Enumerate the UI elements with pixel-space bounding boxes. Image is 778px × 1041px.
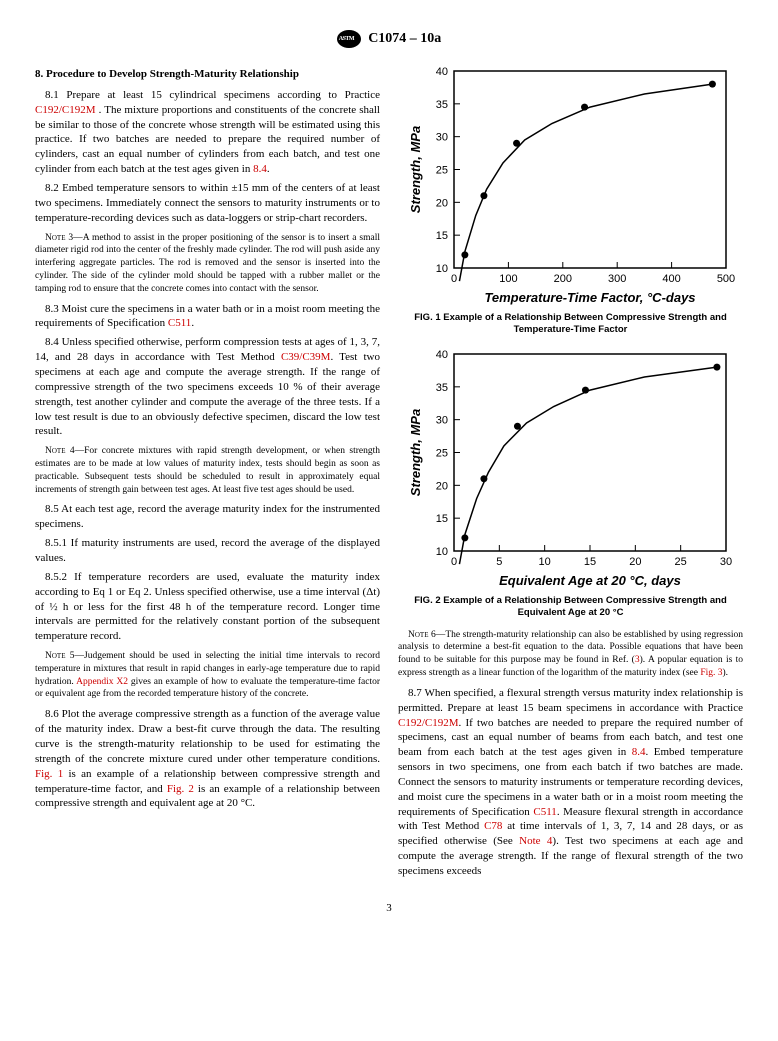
link-c39[interactable]: C39/C39M (281, 351, 331, 363)
svg-text:20: 20 (629, 556, 641, 568)
para-8-5: 8.5 At each test age, record the average… (35, 502, 380, 532)
figure-1: 0 100 200 300 400 500 10 15 20 25 30 35 40 Temperatur… (398, 63, 743, 336)
note-5: Note 5—Judgement should be used in selec… (35, 650, 380, 701)
para-8-5-2: 8.5.2 If temperature recorders are used,… (35, 570, 380, 644)
note-3: Note 3—A method to assist in the proper … (35, 232, 380, 296)
svg-text:15: 15 (435, 513, 447, 525)
svg-text:300: 300 (608, 273, 626, 285)
fig2-chart: 0 5 10 15 20 25 30 10 15 20 25 30 35 40 Equivalent Age… (406, 346, 736, 591)
svg-text:20: 20 (435, 480, 447, 492)
svg-text:500: 500 (716, 273, 734, 285)
page-number: 3 (35, 901, 743, 916)
link-c192-b[interactable]: C192/C192M (398, 717, 459, 729)
figure-2: 0 5 10 15 20 25 30 10 15 20 25 30 35 40 Equivalent Age… (398, 346, 743, 619)
note-4: Note 4—For concrete mixtures with rapid … (35, 445, 380, 496)
designation: C1074 – 10a (368, 31, 441, 46)
svg-text:15: 15 (435, 230, 447, 242)
svg-text:10: 10 (435, 263, 447, 275)
svg-text:25: 25 (435, 165, 447, 177)
svg-text:40: 40 (435, 349, 447, 361)
content-columns: 8. Procedure to Develop Strength-Maturit… (35, 63, 743, 883)
svg-text:Strength, MPa: Strength, MPa (408, 409, 423, 496)
section-8-title: 8. Procedure to Develop Strength-Maturit… (35, 67, 380, 82)
svg-text:35: 35 (435, 382, 447, 394)
link-fig3[interactable]: Fig. 3 (700, 668, 722, 678)
para-8-6: 8.6 Plot the average compressive strengt… (35, 707, 380, 811)
link-c511[interactable]: C511 (168, 317, 191, 329)
fig2-caption: FIG. 2 Example of a Relationship Between… (398, 595, 743, 619)
svg-text:0: 0 (450, 273, 456, 285)
para-8-5-1: 8.5.1 If maturity instruments are used, … (35, 536, 380, 566)
svg-text:30: 30 (435, 415, 447, 427)
fig1-caption: FIG. 1 Example of a Relationship Between… (398, 312, 743, 336)
para-8-1: 8.1 Prepare at least 15 cylindrical spec… (35, 88, 380, 177)
link-note4[interactable]: Note 4 (519, 835, 552, 847)
svg-text:5: 5 (496, 556, 502, 568)
link-c511-b[interactable]: C511 (533, 806, 556, 818)
svg-text:30: 30 (435, 132, 447, 144)
svg-text:25: 25 (674, 556, 686, 568)
astm-logo-icon (337, 30, 361, 48)
svg-text:Strength, MPa: Strength, MPa (408, 126, 423, 213)
note-6: Note 6—The strength-maturity relationshi… (398, 629, 743, 680)
svg-text:40: 40 (435, 66, 447, 78)
svg-text:Temperature-Time Factor, °C-da: Temperature-Time Factor, °C-days (484, 290, 695, 305)
svg-text:35: 35 (435, 99, 447, 111)
para-8-7: 8.7 When specified, a flexural strength … (398, 686, 743, 879)
para-8-4: 8.4 Unless specified otherwise, perform … (35, 335, 380, 439)
link-c78[interactable]: C78 (484, 820, 502, 832)
svg-text:20: 20 (435, 197, 447, 209)
svg-text:Equivalent Age at 20 °C, days: Equivalent Age at 20 °C, days (499, 573, 681, 588)
link-8-4-b[interactable]: 8.4 (632, 746, 646, 758)
link-appendix-x2[interactable]: Appendix X2 (76, 677, 128, 687)
link-c192[interactable]: C192/C192M (35, 104, 96, 116)
svg-text:100: 100 (499, 273, 517, 285)
svg-text:400: 400 (662, 273, 680, 285)
para-8-2: 8.2 Embed temperature sensors to within … (35, 181, 380, 226)
fig1-chart: 0 100 200 300 400 500 10 15 20 25 30 35 40 Temperatur… (406, 63, 736, 308)
svg-text:0: 0 (450, 556, 456, 568)
page-header: C1074 – 10a (35, 30, 743, 49)
svg-text:10: 10 (435, 546, 447, 558)
svg-text:25: 25 (435, 447, 447, 459)
svg-text:30: 30 (719, 556, 731, 568)
link-fig2[interactable]: Fig. 2 (167, 783, 194, 795)
para-8-3: 8.3 Moist cure the specimens in a water … (35, 302, 380, 332)
svg-text:200: 200 (553, 273, 571, 285)
link-fig1[interactable]: Fig. 1 (35, 768, 63, 780)
svg-text:10: 10 (538, 556, 550, 568)
svg-text:15: 15 (583, 556, 595, 568)
link-8-4[interactable]: 8.4 (253, 163, 267, 175)
